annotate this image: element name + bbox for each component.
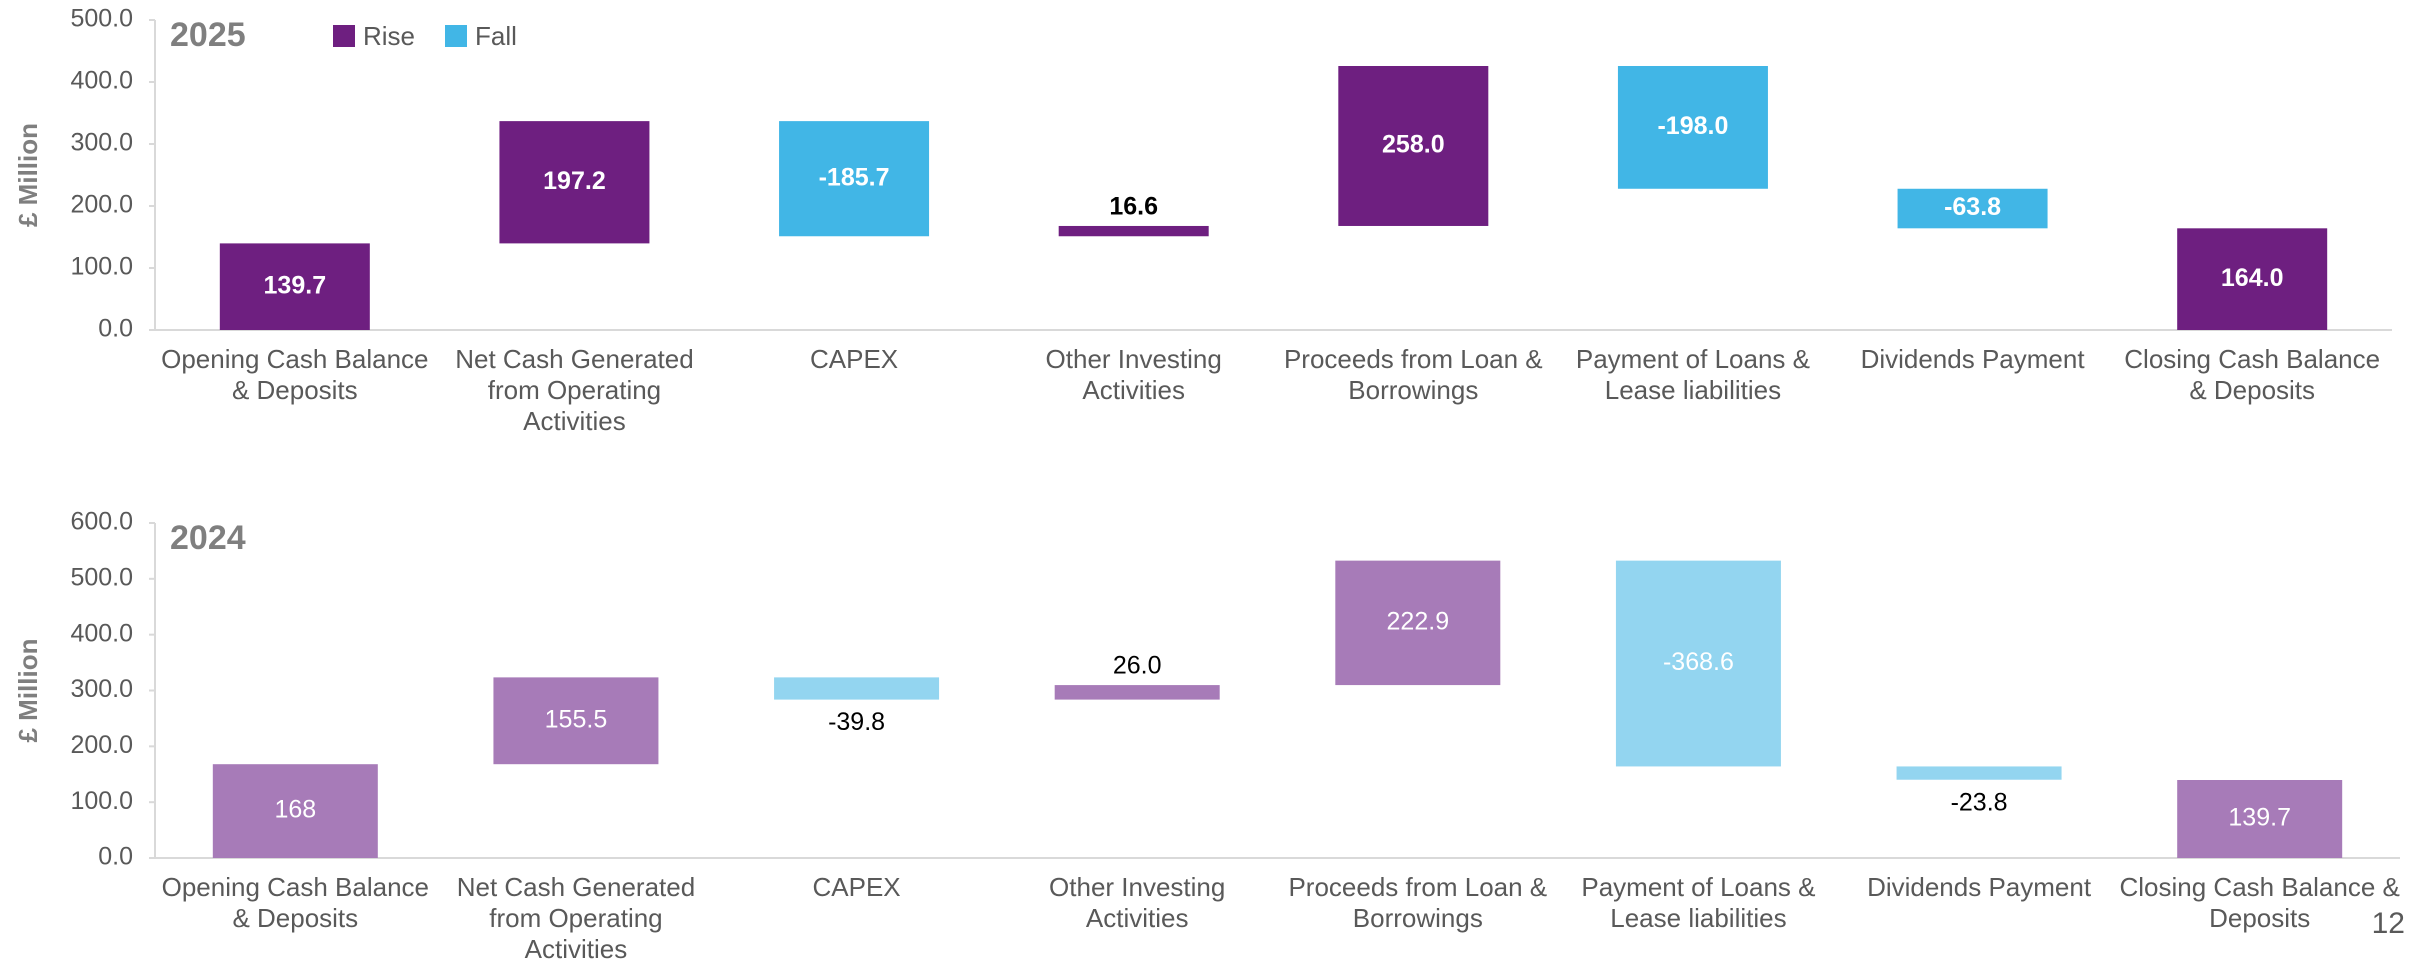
- data-label: 16.6: [1109, 193, 1158, 221]
- x-tick-label: Opening Cash Balance & Deposits: [161, 344, 429, 405]
- x-tick-label: Net Cash Generated from Operating Activi…: [455, 344, 694, 436]
- data-label: 197.2: [543, 167, 606, 195]
- x-tick-label: Closing Cash Balance & Deposits: [2124, 344, 2381, 405]
- x-tick-label: Payment of Loans & Lease liabilities: [1581, 872, 1816, 933]
- y-axis-label: £ Million: [13, 123, 43, 227]
- data-label: 168: [274, 796, 316, 824]
- bar: [1335, 560, 1501, 686]
- x-tick-label-box: Closing Cash Balance & Deposits: [2124, 344, 2381, 405]
- bar: [2177, 780, 2343, 858]
- x-tick-label-box: Opening Cash Balance & Deposits: [161, 344, 429, 405]
- bar: [499, 121, 650, 244]
- y-axis-label: £ Million: [13, 639, 43, 743]
- x-tick-label: Opening Cash Balance & Deposits: [161, 872, 430, 933]
- x-tick-label: Other Investing Activities: [1049, 872, 1226, 933]
- x-tick-label: Dividends Payment: [1860, 344, 2085, 374]
- y-tick-label: 300.0: [70, 129, 133, 157]
- bar: [1054, 685, 1220, 700]
- x-tick-label: Dividends Payment: [1867, 872, 2092, 902]
- y-tick-label: 500.0: [70, 563, 133, 591]
- page-number: 12: [2372, 907, 2405, 940]
- data-label: 258.0: [1382, 131, 1445, 159]
- data-label: 222.9: [1387, 607, 1450, 635]
- y-tick-label: 400.0: [70, 67, 133, 95]
- x-tick-label-box: Closing Cash Balance & Deposits: [2119, 872, 2400, 933]
- bar: [1897, 188, 2048, 229]
- data-label: 139.7: [264, 271, 327, 299]
- x-tick-label-box: Opening Cash Balance & Deposits: [161, 872, 430, 933]
- y-tick-label: 300.0: [70, 675, 133, 703]
- x-tick-label-box: Other Investing Activities: [1045, 344, 1222, 405]
- x-tick-label: Payment of Loans & Lease liabilities: [1575, 344, 1810, 405]
- x-tick-label-box: Net Cash Generated from Operating Activi…: [455, 344, 694, 436]
- x-tick-label-box: Proceeds from Loan & Borrowings: [1283, 344, 1543, 405]
- bar: [774, 677, 940, 700]
- y-tick-label: 500.0: [70, 5, 133, 33]
- legend-swatch: [445, 25, 467, 47]
- x-tick-label-box: Payment of Loans & Lease liabilities: [1575, 344, 1810, 405]
- bar: [1058, 225, 1209, 237]
- x-tick-label-box: Proceeds from Loan & Borrowings: [1288, 872, 1548, 933]
- x-tick-label-box: Payment of Loans & Lease liabilities: [1581, 872, 1816, 933]
- bar: [2177, 228, 2328, 330]
- x-tick-label: Net Cash Generated from Operating Activi…: [456, 872, 696, 964]
- bar: [1617, 66, 1768, 189]
- data-label: -368.6: [1663, 648, 1734, 676]
- y-tick-label: 600.0: [70, 508, 133, 536]
- x-tick-label: Proceeds from Loan & Borrowings: [1283, 344, 1543, 405]
- bar: [779, 121, 930, 237]
- legend-label: Fall: [475, 21, 517, 51]
- data-label: -198.0: [1657, 112, 1728, 140]
- x-tick-label: Other Investing Activities: [1045, 344, 1222, 405]
- x-tick-label: CAPEX: [809, 344, 899, 374]
- y-tick-label: 0.0: [98, 315, 133, 343]
- x-tick-label-box: CAPEX: [812, 872, 901, 902]
- x-tick-label: CAPEX: [812, 872, 901, 902]
- data-label: -185.7: [819, 163, 890, 191]
- y-tick-label: 100.0: [70, 787, 133, 815]
- data-label: -63.8: [1944, 193, 2001, 221]
- y-tick-label: 200.0: [70, 191, 133, 219]
- y-tick-label: 0.0: [98, 843, 133, 871]
- data-label: -23.8: [1951, 788, 2008, 816]
- bar: [219, 243, 370, 330]
- x-tick-label-box: CAPEX: [809, 344, 899, 374]
- y-tick-label: 100.0: [70, 253, 133, 281]
- data-label: 155.5: [545, 705, 608, 733]
- x-tick-label-box: Dividends Payment: [1860, 344, 2085, 374]
- chart-title: 2024: [170, 519, 246, 557]
- legend-swatch: [333, 25, 355, 47]
- data-label: 139.7: [2228, 804, 2291, 832]
- data-label: -39.8: [828, 708, 885, 736]
- bar: [212, 764, 378, 858]
- bar: [1615, 560, 1781, 767]
- data-label: 26.0: [1113, 652, 1162, 680]
- y-tick-label: 400.0: [70, 619, 133, 647]
- y-tick-label: 200.0: [70, 731, 133, 759]
- x-tick-label: Proceeds from Loan & Borrowings: [1288, 872, 1548, 933]
- chart-title: 2025: [170, 16, 246, 54]
- data-label: 164.0: [2221, 264, 2284, 292]
- bar: [493, 677, 659, 765]
- x-tick-label-box: Dividends Payment: [1867, 872, 2092, 902]
- bar: [1338, 66, 1489, 226]
- legend-label: Rise: [363, 21, 415, 51]
- bar: [1896, 766, 2062, 780]
- x-tick-label-box: Other Investing Activities: [1049, 872, 1226, 933]
- x-tick-label: Closing Cash Balance & Deposits: [2119, 872, 2400, 933]
- x-tick-label-box: Net Cash Generated from Operating Activi…: [456, 872, 696, 964]
